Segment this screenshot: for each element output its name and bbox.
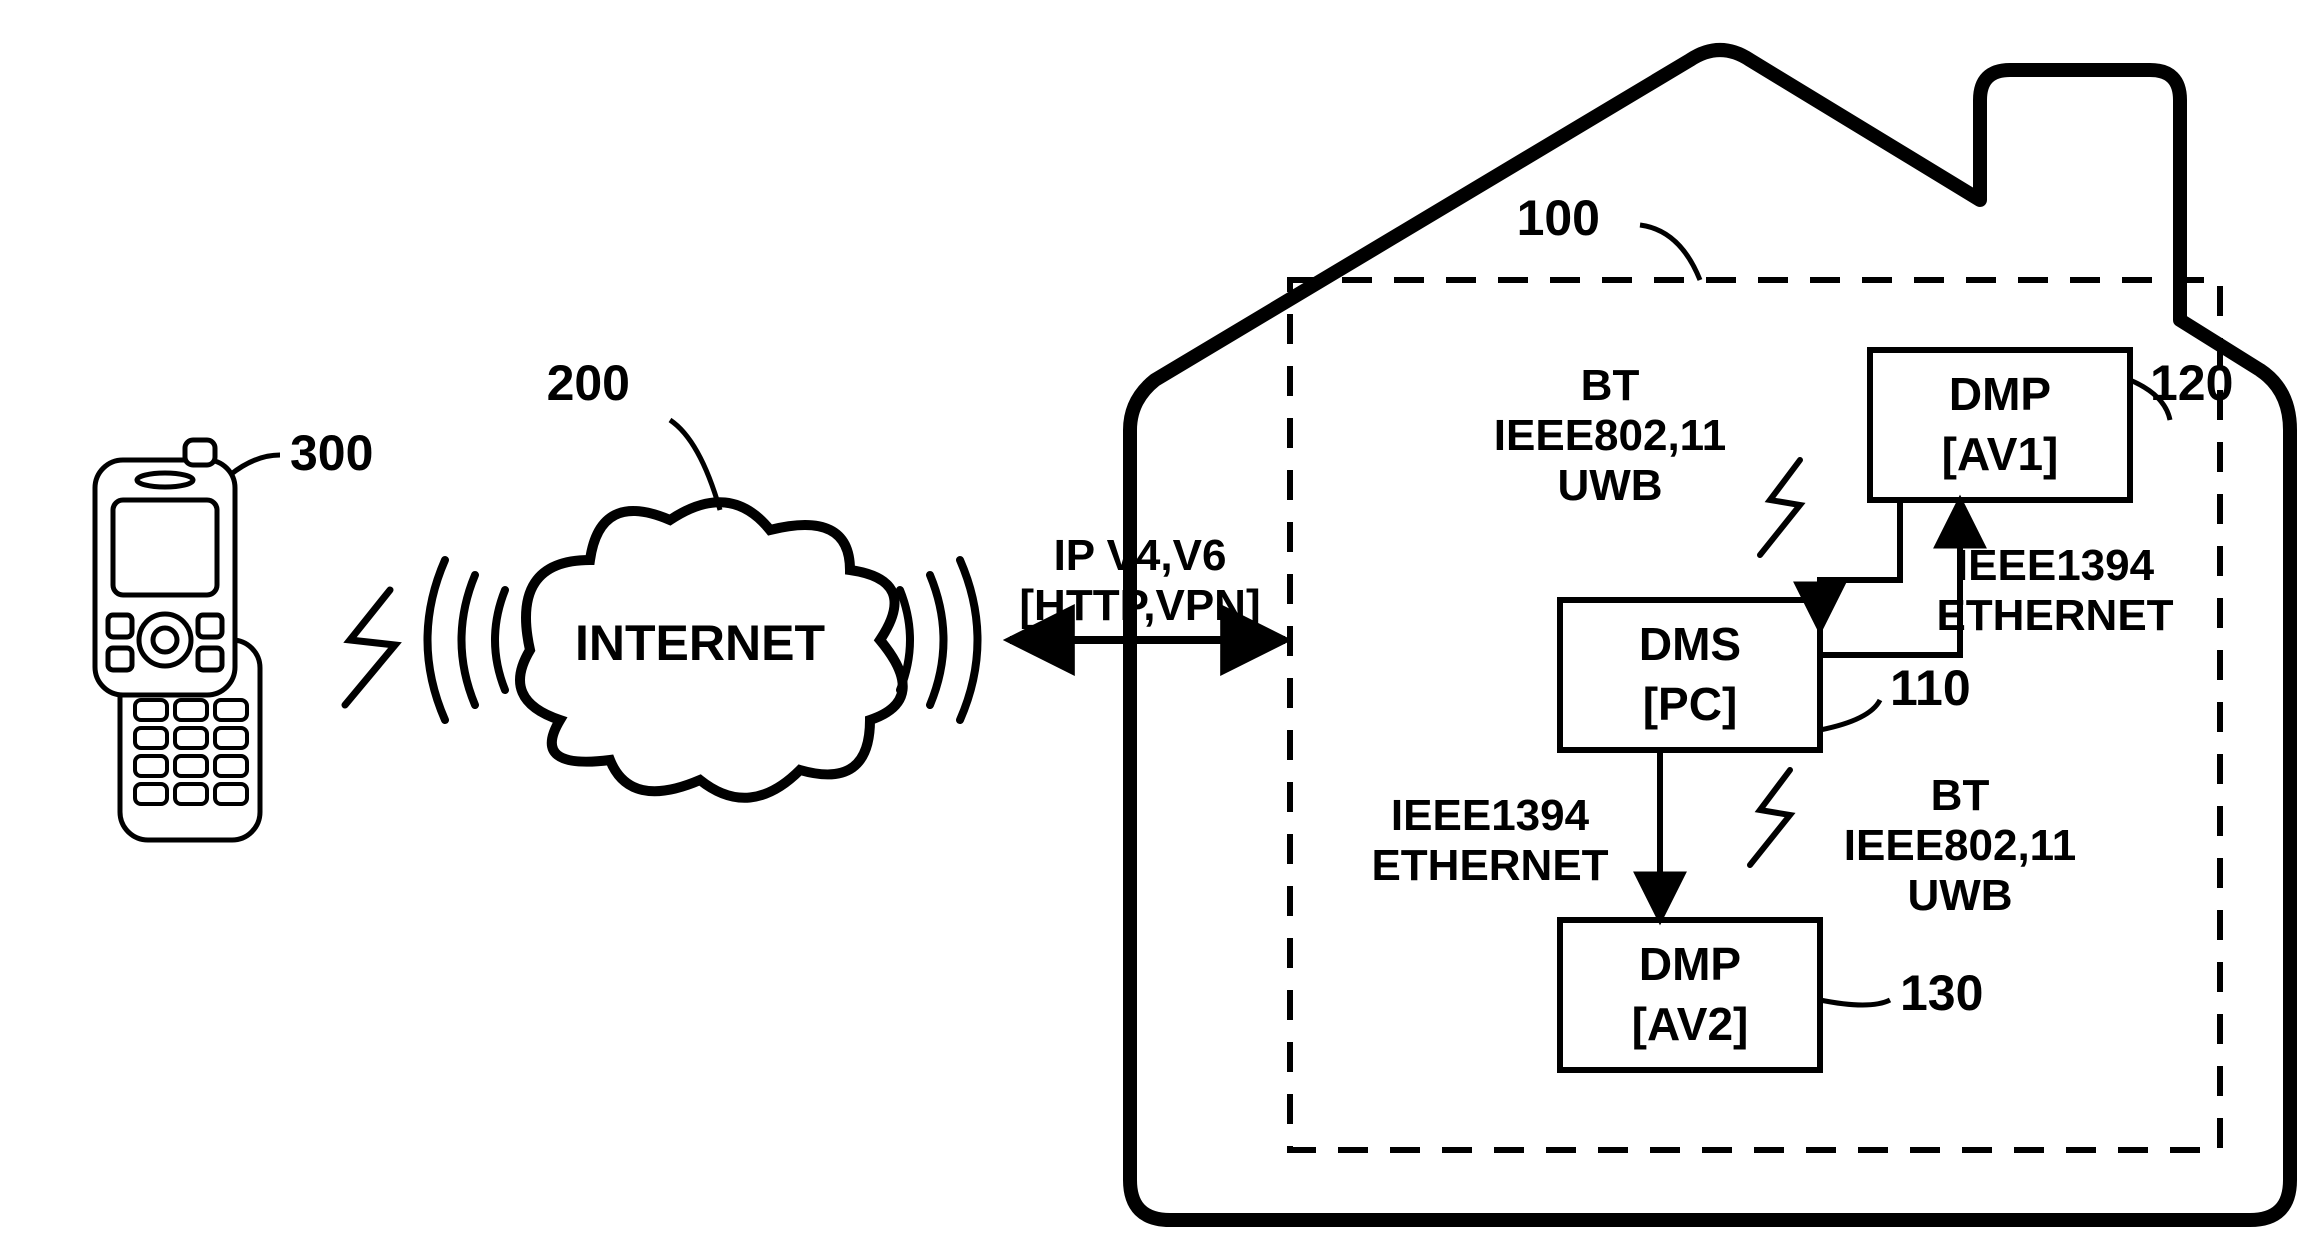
svg-text:UWB: UWB: [1907, 871, 2012, 920]
svg-text:DMS: DMS: [1639, 618, 1741, 670]
lightning-icon-bottom: [1750, 770, 1790, 865]
svg-text:IP V4,V6: IP V4,V6: [1054, 531, 1227, 580]
svg-text:[HTTP,VPN]: [HTTP,VPN]: [1019, 581, 1260, 630]
svg-text:DMP: DMP: [1639, 938, 1741, 990]
ref-300: 300: [230, 425, 373, 481]
svg-text:130: 130: [1900, 965, 1983, 1021]
dmp2-box: DMP [AV2]: [1560, 920, 1820, 1070]
cloud-waves-left: [428, 560, 506, 720]
lightning-icon-top: [1760, 460, 1800, 555]
svg-text:200: 200: [547, 355, 630, 411]
ip-label: IP V4,V6 [HTTP,VPN]: [1019, 531, 1260, 630]
dms-box: DMS [PC]: [1560, 600, 1820, 750]
wired-label-bottom-left: IEEE1394 ETHERNET: [1371, 791, 1608, 890]
svg-text:ETHERNET: ETHERNET: [1936, 591, 2173, 640]
ref-110: 110: [1820, 660, 1971, 730]
svg-text:BT: BT: [1581, 361, 1640, 410]
arrow-dmp1-to-dms: [1820, 500, 1900, 630]
ref-130: 130: [1820, 965, 1983, 1021]
svg-text:IEEE1394: IEEE1394: [1391, 791, 1590, 840]
svg-text:300: 300: [290, 425, 373, 481]
svg-text:110: 110: [1890, 660, 1971, 716]
svg-text:UWB: UWB: [1557, 461, 1662, 510]
svg-text:[AV1]: [AV1]: [1942, 428, 2059, 480]
svg-text:120: 120: [2150, 355, 2233, 411]
svg-text:[PC]: [PC]: [1643, 678, 1738, 730]
lightning-icon-phone: [345, 590, 395, 705]
cloud-waves-right: [900, 560, 978, 720]
ref-100-text: 100: [1517, 190, 1600, 246]
wired-label-right: IEEE1394 ETHERNET: [1936, 541, 2173, 640]
ref-120: 120: [2130, 355, 2233, 420]
svg-text:IEEE802,11: IEEE802,11: [1494, 411, 1726, 460]
internet-cloud: INTERNET: [520, 502, 903, 798]
ref-200: 200: [547, 355, 720, 510]
wireless-label-bottom: BT IEEE802,11 UWB: [1844, 771, 2076, 920]
svg-text:IEEE802,11: IEEE802,11: [1844, 821, 2076, 870]
internet-label: INTERNET: [575, 615, 825, 671]
dmp1-box: DMP [AV1]: [1870, 350, 2130, 500]
svg-text:IEEE1394: IEEE1394: [1956, 541, 2155, 590]
ref-100: 100: [1517, 190, 1700, 280]
phone-icon: [95, 440, 260, 840]
wireless-label-top: BT IEEE802,11 UWB: [1494, 361, 1726, 510]
svg-text:BT: BT: [1931, 771, 1990, 820]
svg-text:ETHERNET: ETHERNET: [1371, 841, 1608, 890]
svg-text:[AV2]: [AV2]: [1632, 998, 1749, 1050]
svg-text:DMP: DMP: [1949, 368, 2051, 420]
